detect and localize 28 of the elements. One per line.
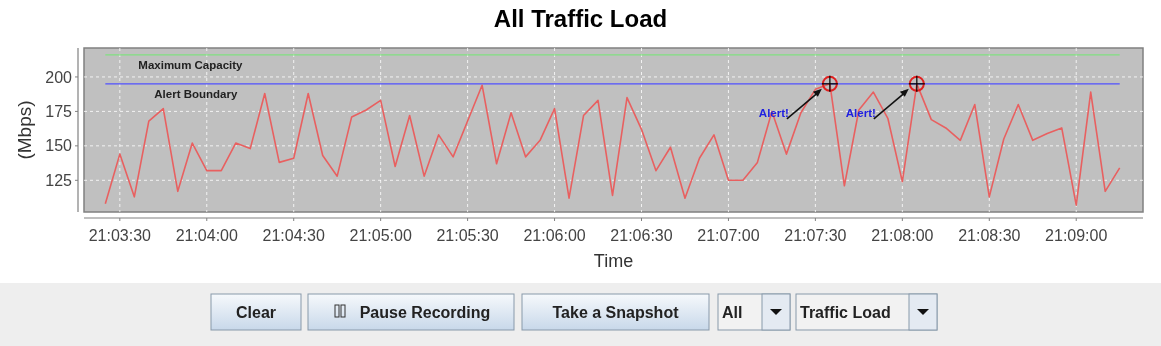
x-tick-label: 21:06:30: [610, 227, 673, 244]
y-tick-label: 200: [45, 68, 73, 86]
text: Take a Snapshot: [552, 303, 680, 321]
x-tick-label: 21:08:00: [871, 227, 934, 244]
x-tick-label: 21:06:00: [523, 227, 586, 244]
ref-line-label: Maximum Capacity: [138, 58, 244, 71]
y-axis-title: (Mbps): [14, 100, 35, 160]
chart-title: All Traffic Load: [493, 5, 668, 32]
x-tick-label: 21:05:30: [436, 227, 499, 244]
text: Pause Recording: [359, 303, 491, 321]
x-tick-label: 21:08:30: [958, 227, 1021, 244]
y-tick-label: 150: [45, 137, 73, 155]
x-tick-label: 21:09:00: [1045, 227, 1108, 244]
x-tick-label: 21:07:30: [784, 227, 847, 244]
y-tick-label: 125: [45, 171, 73, 189]
x-tick-label: 21:05:00: [349, 227, 412, 244]
text: All: [722, 303, 743, 321]
text: Clear: [235, 303, 277, 321]
x-tick-label: 21:07:00: [697, 227, 760, 244]
x-tick-label: 21:03:30: [88, 227, 152, 244]
ref-line-label: Alert Boundary: [154, 87, 238, 100]
text: Traffic Load: [800, 303, 891, 321]
x-tick-label: 21:04:30: [262, 227, 325, 244]
annotation: Alert!: [845, 106, 876, 119]
x-tick-label: 21:04:00: [175, 227, 239, 244]
annotation: Alert!: [758, 106, 789, 119]
x-axis-title: Time: [593, 251, 634, 271]
y-tick-label: 175: [45, 102, 73, 120]
